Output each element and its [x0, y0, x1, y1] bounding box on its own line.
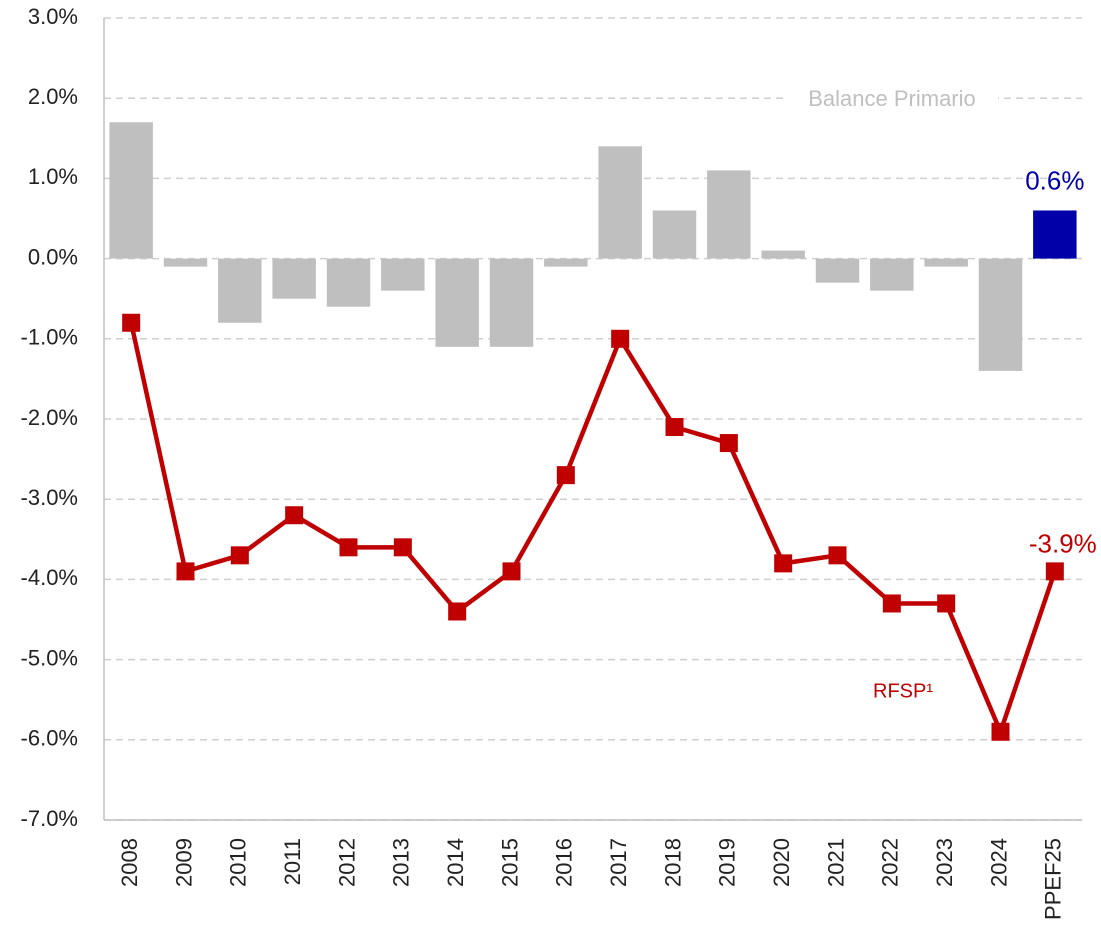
bar [272, 258, 316, 299]
y-tick-label: -4.0% [21, 565, 78, 590]
bar [544, 258, 588, 267]
marker [611, 329, 630, 348]
x-tick-label: 2022 [878, 838, 903, 887]
bar [652, 210, 697, 259]
bar [326, 258, 371, 307]
y-tick-label: 3.0% [28, 4, 78, 29]
bar [109, 122, 153, 259]
x-tick-label: PPEF25 [1041, 838, 1066, 920]
series-label: RFSP¹ [873, 680, 933, 702]
bar [978, 258, 1023, 371]
marker [991, 722, 1010, 741]
bar [707, 170, 751, 259]
x-tick-label: 2020 [769, 838, 794, 887]
bar [924, 258, 968, 267]
bar [761, 250, 805, 259]
bar [870, 258, 914, 291]
x-tick-label: 2010 [226, 838, 251, 887]
marker [339, 538, 358, 557]
y-tick-label: 2.0% [28, 84, 78, 109]
data-label: 0.6% [1025, 165, 1084, 195]
bar [815, 258, 860, 283]
bar [218, 258, 262, 323]
y-tick-label: -5.0% [21, 645, 78, 670]
marker [665, 418, 684, 437]
marker [122, 313, 141, 332]
bar [489, 258, 534, 347]
x-tick-label: 2024 [986, 838, 1011, 887]
marker [828, 546, 847, 565]
series-label-bg [786, 84, 998, 116]
marker [774, 554, 793, 573]
y-tick-label: -7.0% [21, 806, 78, 831]
x-tick-label: 2014 [443, 838, 468, 887]
y-tick-label: -6.0% [21, 726, 78, 751]
marker [230, 546, 249, 565]
marker [502, 562, 521, 581]
marker [1045, 562, 1064, 581]
marker [556, 466, 575, 485]
bar [381, 258, 425, 291]
x-tick-label: 2015 [497, 838, 522, 887]
x-tick-label: 2021 [823, 838, 848, 887]
x-tick-label: 2009 [171, 838, 196, 887]
x-tick-label: 2013 [389, 838, 414, 887]
bar [163, 258, 208, 267]
marker [719, 434, 738, 453]
series-label-group: Balance Primario [786, 84, 998, 116]
y-tick-label: -3.0% [21, 485, 78, 510]
marker [937, 594, 956, 613]
x-tick-label: 2012 [334, 838, 359, 887]
x-tick-label: 2017 [606, 838, 631, 887]
marker [285, 506, 304, 525]
bar [435, 258, 479, 347]
series-label: Balance Primario [808, 86, 976, 111]
bar [1033, 210, 1077, 259]
marker [393, 538, 412, 557]
x-tick-label: 2008 [117, 838, 142, 887]
marker [882, 594, 901, 613]
bar [598, 146, 642, 259]
y-tick-label: 1.0% [28, 164, 78, 189]
x-tick-label: 2019 [715, 838, 740, 887]
x-tick-label: 2011 [280, 838, 305, 885]
data-label: -3.9% [1029, 528, 1097, 558]
marker [176, 562, 195, 581]
x-tick-label: 2023 [932, 838, 957, 887]
y-tick-label: 0.0% [28, 244, 78, 269]
line [128, 322, 1057, 735]
x-tick-label: 2016 [552, 838, 577, 887]
x-tick-label: 2018 [660, 838, 685, 887]
y-tick-label: -1.0% [21, 325, 78, 350]
marker [448, 602, 467, 621]
y-tick-label: -2.0% [21, 405, 78, 430]
